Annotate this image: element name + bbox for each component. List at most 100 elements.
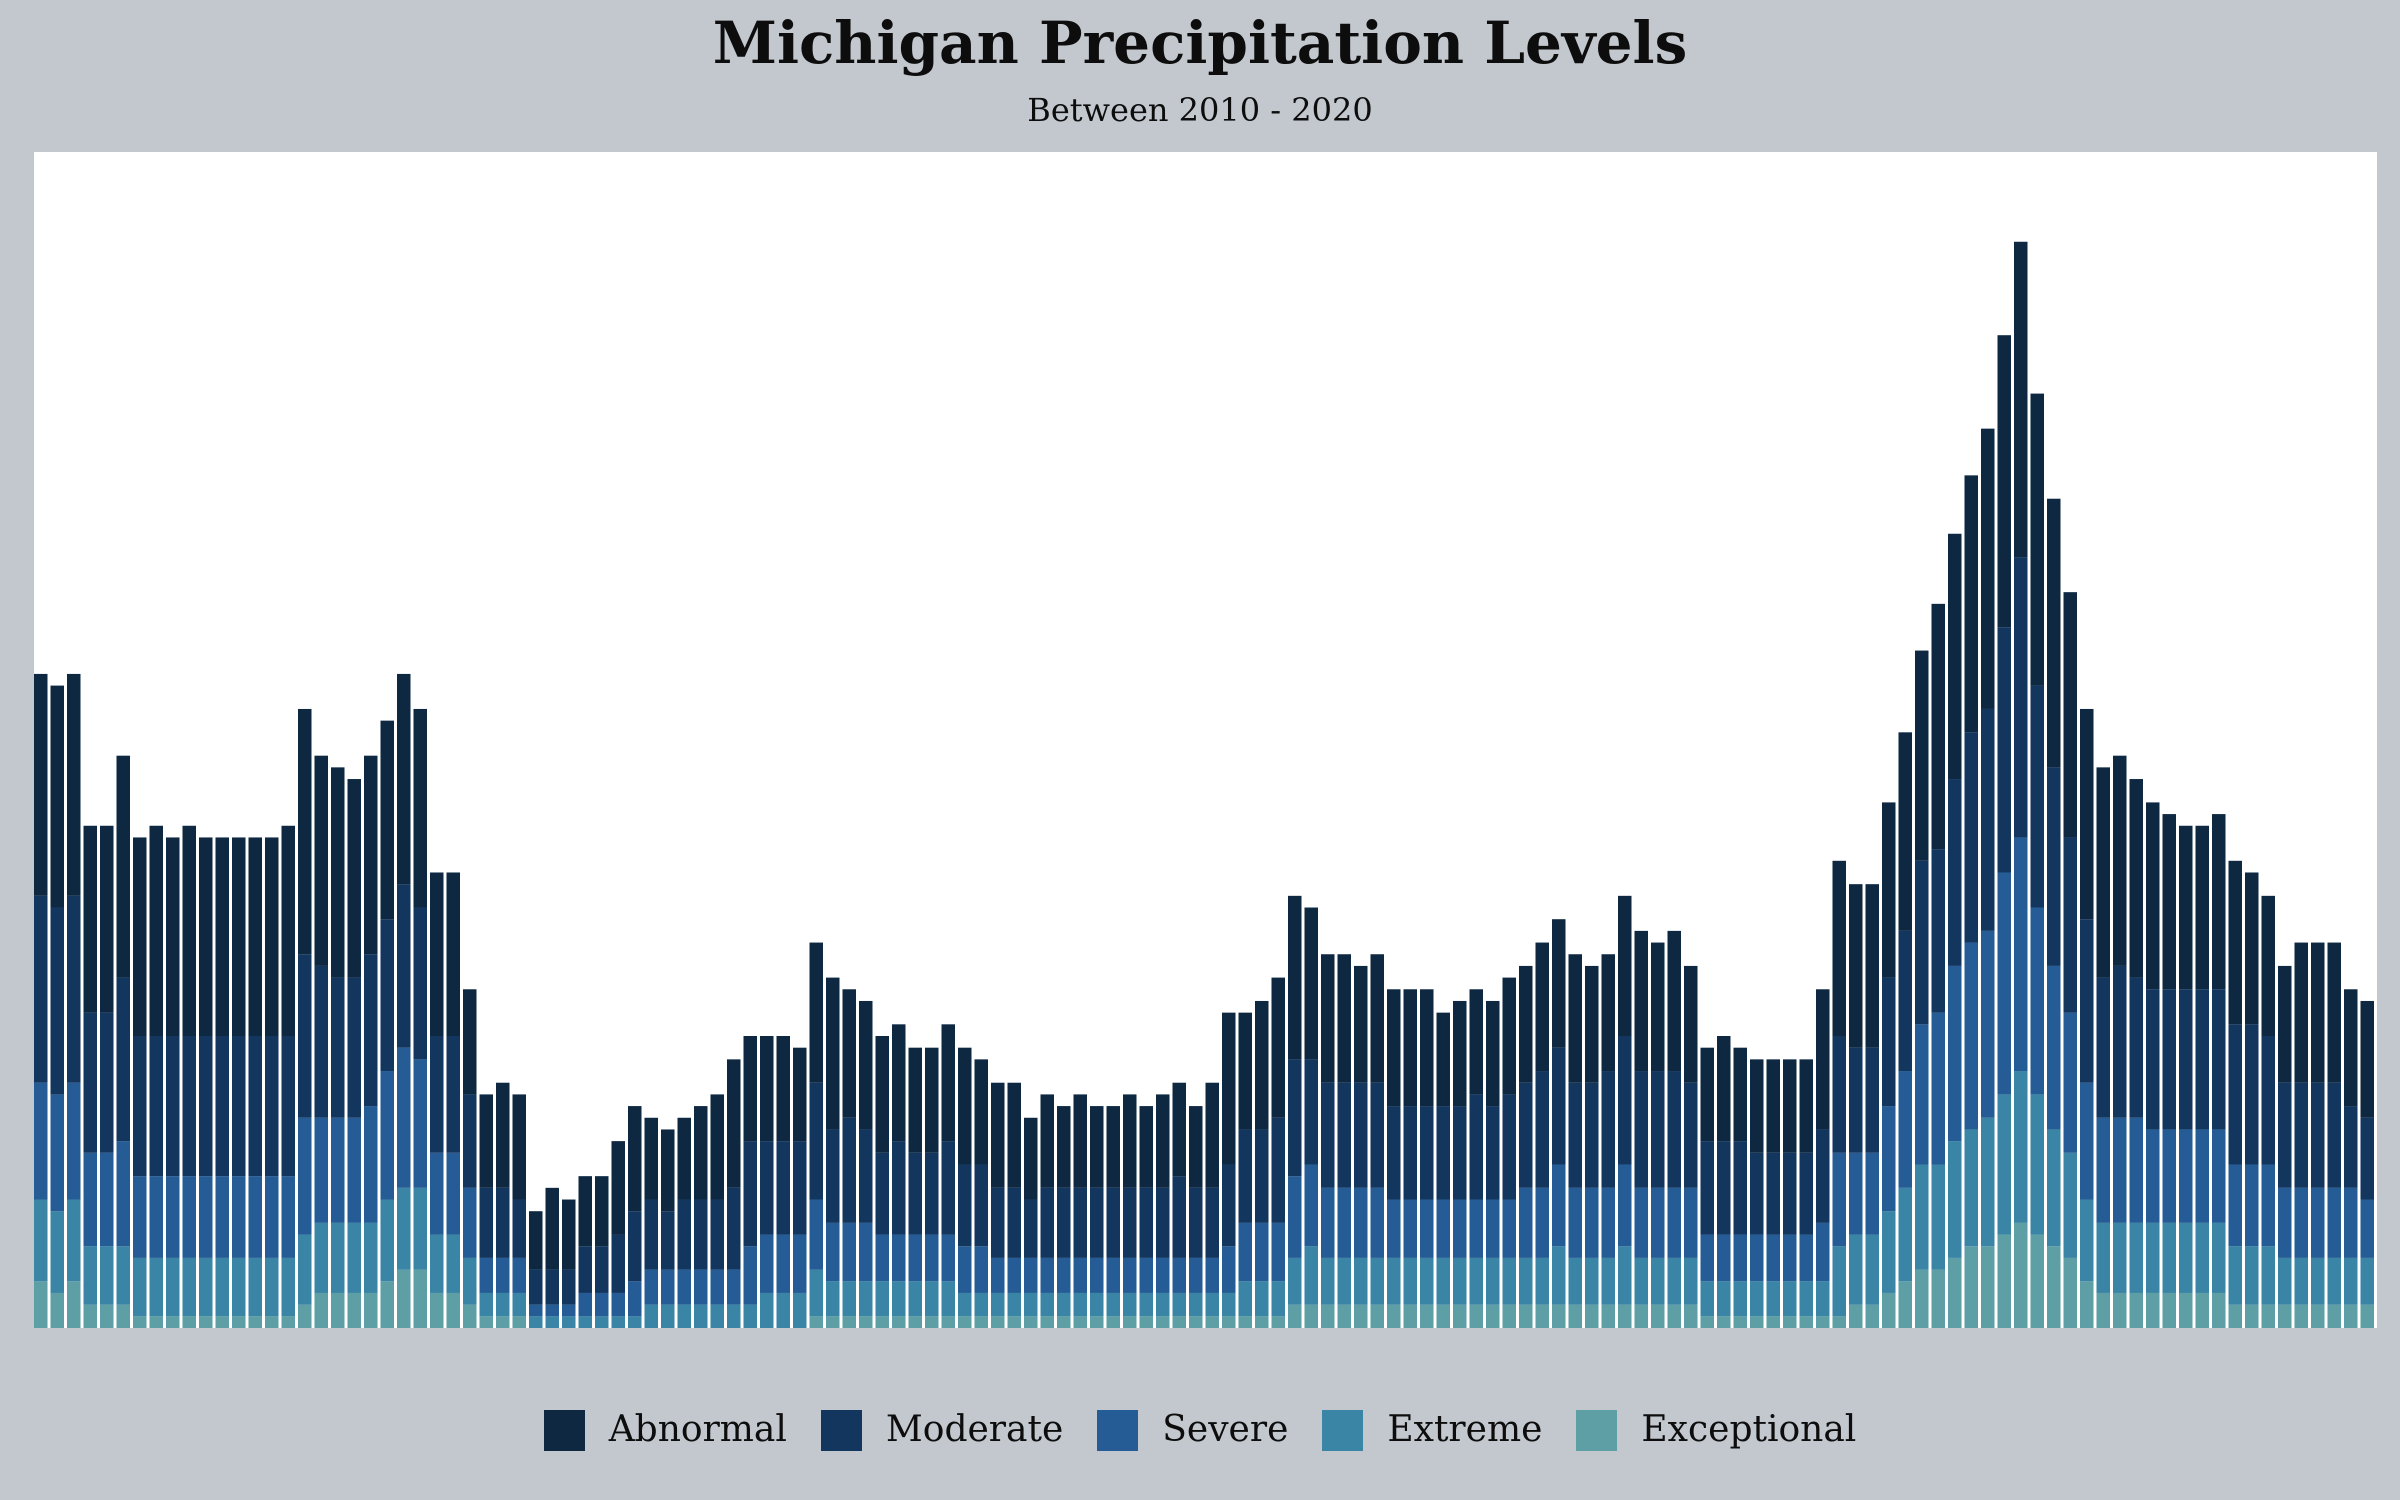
bar-segment-abnormal-15[interactable] (281, 825, 296, 1036)
bar-segment-extreme-22[interactable] (397, 1187, 411, 1270)
bar-segment-severe-41[interactable] (710, 1269, 725, 1305)
bar-segment-extreme-44[interactable] (760, 1292, 774, 1328)
bar-segment-exceptional-59[interactable] (1007, 1316, 1022, 1328)
bar-segment-moderate-94[interactable] (1585, 1082, 1599, 1188)
bar-segment-severe-14[interactable] (265, 1176, 279, 1258)
bar-segment-extreme-102[interactable] (1717, 1281, 1731, 1317)
bar-segment-moderate-99[interactable] (1667, 1071, 1682, 1188)
bar-segment-moderate-37[interactable] (644, 1199, 659, 1270)
bar-segment-exceptional-125[interactable] (2096, 1292, 2111, 1328)
bar-segment-severe-22[interactable] (397, 1047, 411, 1188)
bar-segment-severe-73[interactable] (1238, 1222, 1253, 1282)
bar-segment-moderate-69[interactable] (1172, 1176, 1187, 1258)
bar-segment-moderate-6[interactable] (133, 1036, 147, 1177)
bar-segment-exceptional-86[interactable] (1453, 1304, 1467, 1328)
bar-segment-severe-108[interactable] (1816, 1222, 1830, 1282)
bar-segment-moderate-31[interactable] (545, 1269, 560, 1305)
bar-segment-abnormal-93[interactable] (1568, 954, 1583, 1083)
bar-segment-extreme-111[interactable] (1865, 1234, 1880, 1305)
bar-segment-extreme-135[interactable] (2261, 1246, 2276, 1305)
bar-segment-abnormal-89[interactable] (1502, 977, 1517, 1095)
bar-segment-severe-124[interactable] (2080, 1082, 2094, 1200)
bar-segment-moderate-92[interactable] (1552, 1047, 1566, 1165)
bar-segment-abnormal-40[interactable] (694, 1106, 708, 1200)
bar-segment-abnormal-127[interactable] (2129, 779, 2144, 978)
bar-segment-abnormal-27[interactable] (479, 1094, 494, 1188)
bar-segment-abnormal-25[interactable] (446, 872, 461, 1036)
bar-segment-severe-70[interactable] (1189, 1257, 1203, 1293)
bar-segment-moderate-27[interactable] (479, 1187, 494, 1258)
bar-segment-extreme-69[interactable] (1172, 1292, 1187, 1317)
bar-segment-exceptional-11[interactable] (215, 1316, 230, 1328)
bar-segment-moderate-119[interactable] (1997, 627, 2012, 873)
bar-segment-abnormal-97[interactable] (1634, 930, 1649, 1072)
bar-segment-abnormal-122[interactable] (2047, 498, 2061, 768)
bar-segment-exceptional-134[interactable] (2245, 1304, 2259, 1328)
bar-segment-moderate-24[interactable] (430, 1036, 444, 1153)
bar-segment-severe-136[interactable] (2278, 1187, 2292, 1258)
bar-segment-exceptional-99[interactable] (1667, 1304, 1682, 1328)
bar-segment-extreme-43[interactable] (743, 1304, 758, 1328)
bar-segment-moderate-55[interactable] (941, 1141, 956, 1235)
bar-segment-moderate-26[interactable] (463, 1094, 477, 1188)
bar-segment-abnormal-116[interactable] (1948, 533, 1962, 780)
bar-segment-extreme-130[interactable] (2179, 1222, 2193, 1293)
bar-segment-severe-19[interactable] (347, 1117, 362, 1223)
bar-segment-abnormal-2[interactable] (67, 673, 81, 896)
bar-segment-moderate-18[interactable] (331, 977, 345, 1118)
bar-segment-exceptional-3[interactable] (83, 1304, 98, 1328)
bar-segment-extreme-83[interactable] (1403, 1257, 1418, 1305)
bar-segment-severe-127[interactable] (2129, 1117, 2144, 1223)
bar-segment-abnormal-55[interactable] (941, 1024, 956, 1142)
bar-segment-extreme-51[interactable] (875, 1281, 890, 1317)
bar-segment-severe-103[interactable] (1733, 1234, 1748, 1282)
bar-segment-extreme-31[interactable] (545, 1316, 560, 1328)
bar-segment-abnormal-80[interactable] (1354, 965, 1368, 1083)
bar-segment-extreme-60[interactable] (1024, 1292, 1038, 1317)
bar-segment-extreme-78[interactable] (1321, 1257, 1335, 1305)
bar-segment-severe-81[interactable] (1370, 1187, 1385, 1258)
bar-segment-extreme-82[interactable] (1387, 1257, 1401, 1305)
bar-segment-severe-94[interactable] (1585, 1187, 1599, 1258)
bar-segment-extreme-17[interactable] (314, 1222, 329, 1293)
bar-segment-extreme-75[interactable] (1271, 1281, 1286, 1317)
bar-segment-extreme-42[interactable] (727, 1304, 741, 1328)
bar-segment-severe-106[interactable] (1783, 1234, 1797, 1282)
bar-segment-abnormal-57[interactable] (974, 1059, 989, 1165)
bar-segment-extreme-79[interactable] (1337, 1257, 1352, 1305)
bar-segment-extreme-109[interactable] (1832, 1246, 1847, 1317)
bar-segment-severe-72[interactable] (1222, 1246, 1236, 1293)
bar-segment-moderate-50[interactable] (859, 1129, 873, 1223)
bar-segment-extreme-90[interactable] (1519, 1257, 1533, 1305)
bar-segment-moderate-133[interactable] (2228, 1024, 2243, 1165)
bar-segment-exceptional-23[interactable] (413, 1269, 428, 1328)
bar-segment-moderate-124[interactable] (2080, 919, 2094, 1083)
bar-segment-exceptional-8[interactable] (166, 1316, 180, 1328)
bar-segment-severe-123[interactable] (2063, 1012, 2078, 1153)
bar-segment-abnormal-79[interactable] (1337, 954, 1352, 1083)
bar-segment-abnormal-74[interactable] (1255, 1000, 1269, 1130)
bar-segment-abnormal-102[interactable] (1717, 1036, 1731, 1142)
bar-segment-exceptional-100[interactable] (1684, 1304, 1698, 1328)
bar-segment-exceptional-83[interactable] (1403, 1304, 1418, 1328)
bar-segment-moderate-73[interactable] (1238, 1129, 1253, 1223)
bar-segment-exceptional-78[interactable] (1321, 1304, 1335, 1328)
bar-segment-severe-52[interactable] (892, 1234, 906, 1282)
bar-segment-exceptional-114[interactable] (1915, 1269, 1929, 1328)
bar-segment-severe-18[interactable] (331, 1117, 345, 1223)
bar-segment-exceptional-52[interactable] (892, 1316, 906, 1328)
bar-segment-moderate-129[interactable] (2162, 989, 2177, 1130)
bar-segment-exceptional-117[interactable] (1964, 1246, 1979, 1328)
bar-segment-extreme-1[interactable] (50, 1211, 65, 1293)
bar-segment-extreme-54[interactable] (925, 1281, 939, 1317)
bar-segment-severe-129[interactable] (2162, 1129, 2177, 1223)
bar-segment-moderate-47[interactable] (809, 1082, 824, 1200)
bar-segment-moderate-108[interactable] (1816, 1129, 1830, 1223)
bar-segment-severe-68[interactable] (1156, 1257, 1170, 1293)
bar-segment-severe-34[interactable] (595, 1292, 609, 1317)
bar-segment-moderate-79[interactable] (1337, 1082, 1352, 1188)
bar-segment-severe-42[interactable] (727, 1269, 741, 1305)
bar-segment-extreme-49[interactable] (842, 1281, 857, 1317)
bar-segment-moderate-52[interactable] (892, 1141, 906, 1235)
bar-segment-moderate-14[interactable] (265, 1036, 279, 1177)
